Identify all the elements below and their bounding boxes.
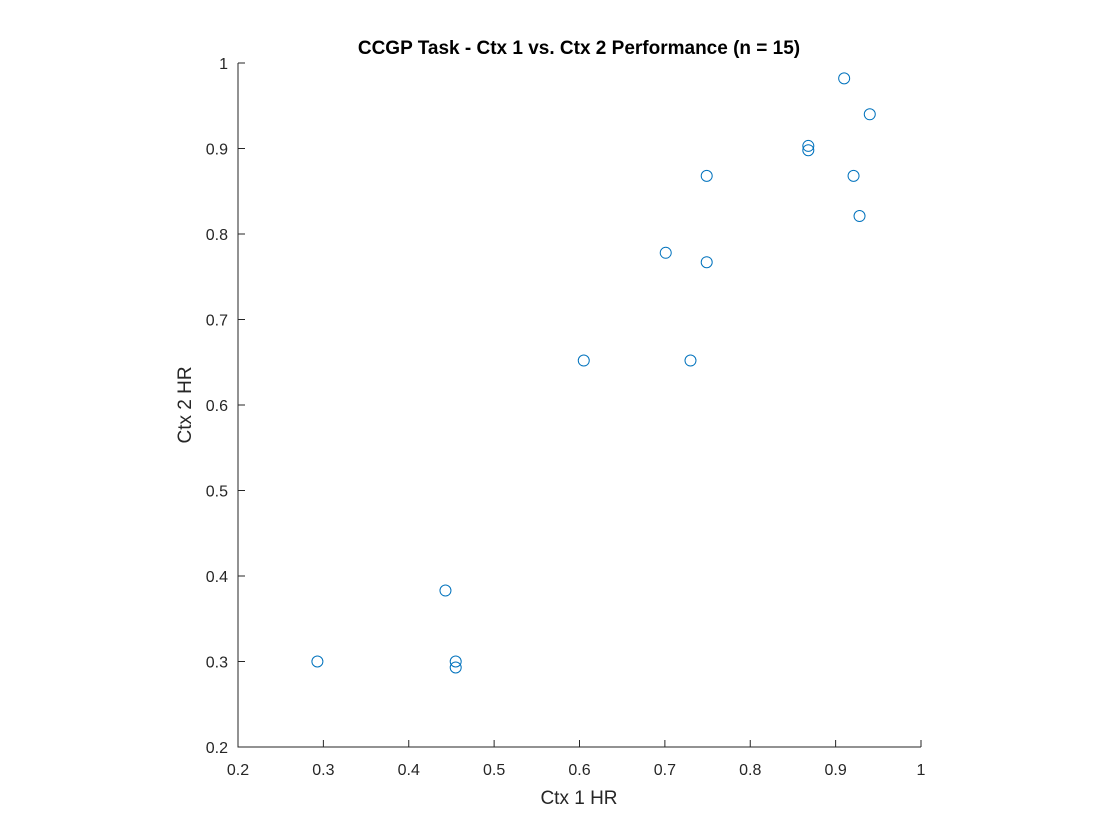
data-points — [311, 72, 876, 674]
x-tick-label: 0.5 — [483, 762, 505, 779]
data-point — [853, 210, 866, 223]
y-tick-label: 0.2 — [206, 740, 228, 757]
data-point — [802, 144, 815, 157]
x-tick-label: 0.6 — [568, 762, 590, 779]
y-tick-label: 0.8 — [206, 227, 228, 244]
chart-title: CCGP Task - Ctx 1 vs. Ctx 2 Performance … — [358, 38, 800, 59]
x-tick-label: 1 — [917, 762, 926, 779]
y-tick-label: 1 — [219, 56, 228, 73]
axis-lines — [237, 63, 921, 748]
data-point — [449, 661, 462, 674]
x-axis-label: Ctx 1 HR — [540, 788, 617, 809]
x-tick-label: 0.7 — [654, 762, 676, 779]
data-point — [449, 655, 462, 668]
x-tick-label: 0.8 — [739, 762, 761, 779]
data-point — [700, 169, 713, 182]
x-tick-label: 0.2 — [227, 762, 249, 779]
data-point — [838, 72, 851, 85]
x-tick-label: 0.3 — [312, 762, 334, 779]
data-point — [659, 246, 672, 259]
x-tick-label: 0.9 — [825, 762, 847, 779]
y-tick-label: 0.4 — [206, 569, 228, 586]
y-axis-label: Ctx 2 HR — [175, 366, 196, 443]
y-tick-label: 0.5 — [206, 484, 228, 501]
data-point — [700, 256, 713, 269]
data-point — [577, 354, 590, 367]
data-point — [439, 584, 452, 597]
data-point — [311, 655, 324, 668]
y-tick-label: 0.9 — [206, 142, 228, 159]
y-tick-label: 0.7 — [206, 313, 228, 330]
data-point — [802, 139, 815, 152]
y-axis-ticks: 0.2 0.3 0.4 0.5 0.6 0.7 0.8 0.9 1 — [206, 56, 245, 757]
y-tick-label: 0.6 — [206, 398, 228, 415]
data-point — [847, 169, 860, 182]
data-point — [684, 354, 697, 367]
x-tick-label: 0.4 — [398, 762, 420, 779]
y-tick-label: 0.3 — [206, 655, 228, 672]
x-axis-ticks: 0.2 0.3 0.4 0.5 0.6 0.7 0.8 0.9 1 — [227, 740, 926, 779]
data-point — [863, 108, 876, 121]
